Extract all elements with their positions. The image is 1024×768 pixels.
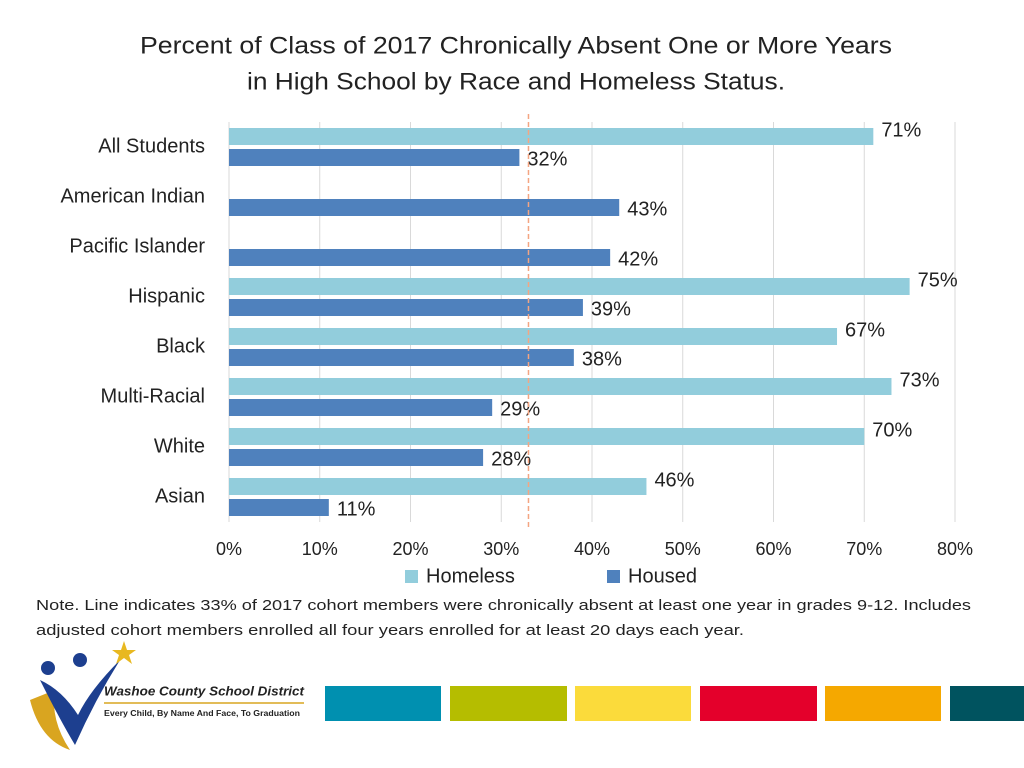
x-tick-label: 60% — [755, 539, 791, 559]
logo-head — [41, 661, 55, 675]
y-tick-label: American Indian — [60, 185, 205, 207]
y-tick-label: Asian — [155, 485, 205, 507]
stripe — [825, 686, 941, 721]
x-tick-label: 10% — [302, 539, 338, 559]
stripe — [700, 686, 817, 721]
logo-figure — [40, 660, 120, 745]
legend-swatch — [607, 570, 620, 583]
y-tick-label: White — [154, 435, 205, 457]
value-label: 43% — [627, 198, 667, 220]
note: Note. Line indicates 33% of 2017 cohort … — [36, 597, 971, 614]
x-tick-label: 70% — [846, 539, 882, 559]
y-tick-label: Hispanic — [128, 285, 205, 307]
value-label: 38% — [582, 348, 622, 370]
x-tick-label: 0% — [216, 539, 242, 559]
value-label: 32% — [527, 148, 567, 170]
legend-label: Homeless — [426, 565, 515, 587]
chart-title: in High School by Race and Homeless Stat… — [247, 68, 785, 95]
bar — [229, 149, 520, 166]
logo: Washoe County School District Every Chil… — [30, 641, 305, 750]
bar — [229, 478, 647, 495]
value-label: 75% — [918, 269, 958, 291]
logo-tagline: Every Child, By Name And Face, To Gradua… — [104, 709, 300, 718]
bar — [229, 399, 493, 416]
x-tick-label: 30% — [483, 539, 519, 559]
value-label: 11% — [337, 498, 376, 520]
value-label: 29% — [500, 398, 540, 420]
logo-head — [73, 653, 87, 667]
bar — [229, 199, 620, 216]
logo-name: Washoe County School District — [104, 683, 305, 698]
bar — [229, 428, 865, 445]
color-stripes — [325, 686, 1024, 721]
x-tick-label: 20% — [392, 539, 428, 559]
value-label: 73% — [899, 369, 939, 391]
stripe — [450, 686, 567, 721]
y-tick-label: Pacific Islander — [69, 235, 205, 257]
stripe — [325, 686, 441, 721]
note: adjusted cohort members enrolled all fou… — [36, 622, 744, 639]
value-label: 39% — [591, 298, 631, 320]
x-tick-label: 50% — [665, 539, 701, 559]
bar — [229, 378, 892, 395]
y-tick-label: Black — [156, 335, 206, 357]
bar — [229, 328, 838, 345]
bar — [229, 499, 329, 516]
logo-swoosh — [30, 690, 70, 750]
y-tick-label: All Students — [98, 135, 205, 157]
value-label: 70% — [872, 419, 912, 441]
stripe — [950, 686, 1024, 721]
bar — [229, 278, 910, 295]
chart-title: Percent of Class of 2017 Chronically Abs… — [140, 32, 892, 59]
value-label: 67% — [845, 319, 885, 341]
legend-swatch — [405, 570, 418, 583]
x-tick-label: 40% — [574, 539, 610, 559]
x-tick-label: 80% — [937, 539, 973, 559]
y-tick-label: Multi-Racial — [101, 385, 205, 407]
bar — [229, 299, 583, 316]
value-label: 28% — [491, 448, 531, 470]
value-label: 71% — [881, 119, 921, 141]
logo-star — [112, 641, 136, 664]
value-label: 42% — [618, 248, 658, 270]
bar — [229, 349, 574, 366]
bar — [229, 449, 484, 466]
stripe — [575, 686, 691, 721]
bar — [229, 128, 874, 145]
value-label: 46% — [654, 469, 694, 491]
legend-label: Housed — [628, 565, 697, 587]
bar — [229, 249, 611, 266]
